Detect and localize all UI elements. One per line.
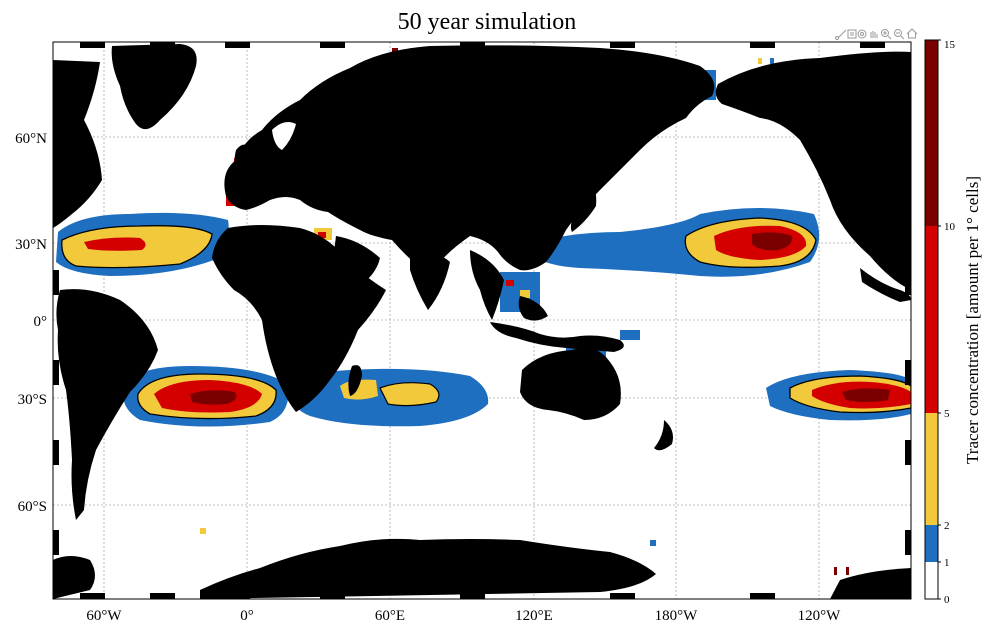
- colorbar-band: [925, 525, 938, 562]
- australia: [520, 347, 621, 420]
- zone-south-pacific: [766, 370, 911, 421]
- antarctica: [200, 538, 656, 599]
- zone-north-atlantic: [56, 212, 229, 276]
- colorbar-tick: 0: [944, 594, 950, 606]
- map-title: 50 year simulation: [398, 9, 577, 35]
- map-area: [53, 42, 911, 599]
- new-zealand: [654, 420, 673, 451]
- north-america-east: [53, 60, 102, 228]
- insert-legend-icon[interactable]: [847, 29, 857, 39]
- tracer-field: [56, 48, 911, 575]
- lon-tick: 120°E: [515, 608, 553, 624]
- colorbar-tick: 5: [944, 408, 950, 420]
- land: [53, 44, 911, 599]
- colorbar-tick: 10: [944, 221, 956, 233]
- indonesia: [490, 322, 624, 352]
- lat-tick: 60°N: [15, 131, 47, 147]
- japan: [570, 176, 597, 232]
- north-america-west: [715, 51, 911, 290]
- map-frame: [52, 41, 912, 600]
- lat-tick: 30°N: [15, 237, 47, 253]
- zoom-out-icon[interactable]: [894, 29, 905, 40]
- south-america: [56, 289, 158, 520]
- india: [410, 250, 450, 310]
- southeast-asia: [470, 250, 504, 320]
- brush-icon[interactable]: [835, 29, 847, 40]
- colorbar-tick: 2: [944, 520, 950, 532]
- longitude-labels: 60°W 0° 60°E 120°E 180°W 120°W: [86, 608, 841, 624]
- colorbar-tick: 15: [944, 39, 956, 51]
- colorbar-band: [925, 226, 938, 413]
- zone-south-atlantic: [123, 366, 289, 427]
- lon-tick: 180°W: [655, 608, 698, 624]
- lat-tick: 0°: [34, 314, 48, 330]
- eurasia: [224, 45, 715, 271]
- british-isles: [234, 144, 250, 172]
- colorbar-band: [925, 562, 938, 599]
- pan-icon[interactable]: [870, 31, 878, 38]
- colorbar-tick: 1: [944, 557, 950, 569]
- madagascar: [348, 365, 362, 396]
- colorbar-band: [925, 40, 938, 226]
- africa: [212, 225, 386, 412]
- rotate-icon[interactable]: [857, 29, 867, 39]
- home-icon[interactable]: [906, 28, 918, 39]
- lon-tick: 60°E: [375, 608, 405, 624]
- lat-tick: 60°S: [18, 499, 47, 515]
- zone-north-pacific: [520, 208, 820, 277]
- greenland: [111, 44, 197, 130]
- lat-tick: 30°S: [18, 392, 47, 408]
- figure-toolbar: [835, 28, 918, 40]
- zoom-in-icon[interactable]: [881, 29, 892, 40]
- latitude-labels: 60°N 30°N 0° 30°S 60°S: [15, 131, 47, 515]
- lon-tick: 120°W: [798, 608, 841, 624]
- lon-tick: 60°W: [86, 608, 122, 624]
- colorbar-band: [925, 413, 938, 525]
- lon-tick: 0°: [240, 608, 254, 624]
- arabia: [334, 236, 380, 288]
- central-america: [860, 268, 911, 302]
- colorbar-label: Tracer concentration [amount per 1° cell…: [963, 176, 982, 464]
